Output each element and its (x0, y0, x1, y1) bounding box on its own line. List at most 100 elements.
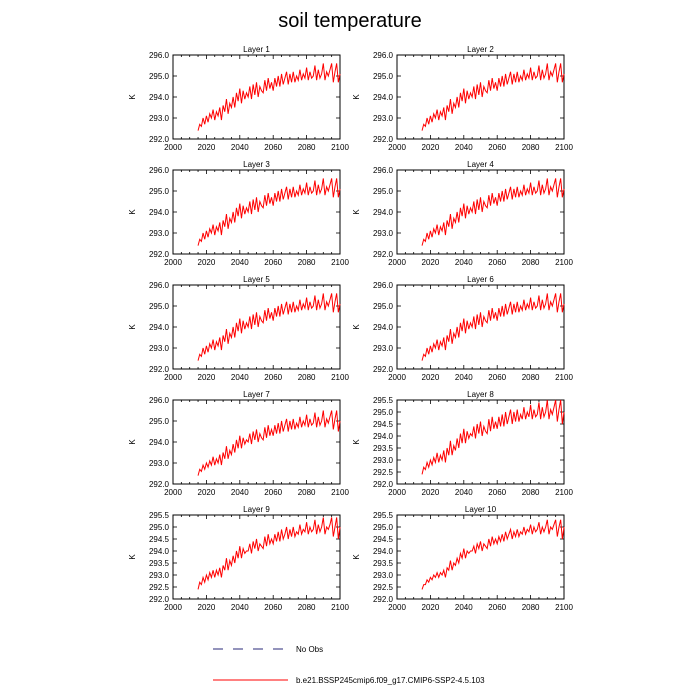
x-tick-label: 2100 (331, 143, 349, 152)
x-tick-label: 2060 (488, 603, 506, 612)
y-tick-label: 296.0 (149, 281, 170, 290)
y-tick-label: 296.0 (373, 51, 394, 60)
panels-grid: Layer 1 2000 2020 2040 2060 2080 2100 292.0 293.… (128, 45, 573, 612)
x-tick-label: 2020 (198, 373, 216, 382)
y-axis-label: K (352, 554, 361, 560)
x-tick-label: 2000 (164, 258, 182, 267)
x-tick-label: 2060 (264, 603, 282, 612)
x-tick-label: 2000 (388, 373, 406, 382)
x-tick-label: 2080 (522, 373, 540, 382)
x-tick-label: 2020 (198, 603, 216, 612)
panel-title: Layer 6 (467, 275, 494, 284)
y-tick-label: 293.5 (149, 559, 170, 568)
x-tick-label: 2040 (231, 603, 249, 612)
x-tick-label: 2100 (555, 603, 573, 612)
panel-title: Layer 8 (467, 390, 494, 399)
x-tick-label: 2060 (488, 488, 506, 497)
x-tick-label: 2020 (422, 258, 440, 267)
x-tick-label: 2080 (522, 603, 540, 612)
x-tick-label: 2100 (331, 488, 349, 497)
x-tick-label: 2000 (164, 373, 182, 382)
y-tick-label: 295.0 (373, 187, 394, 196)
y-tick-label: 294.0 (373, 432, 394, 441)
y-axis-label: K (128, 554, 137, 560)
y-tick-label: 293.5 (373, 559, 394, 568)
y-tick-label: 292.0 (373, 365, 394, 374)
x-tick-label: 2100 (331, 373, 349, 382)
y-tick-label: 296.0 (149, 166, 170, 175)
y-tick-label: 293.0 (373, 229, 394, 238)
y-tick-label: 293.5 (373, 444, 394, 453)
series-line-model (421, 399, 565, 475)
panel-title: Layer 9 (243, 505, 270, 514)
x-tick-label: 2020 (422, 488, 440, 497)
y-tick-label: 294.0 (149, 438, 170, 447)
y-tick-label: 295.0 (373, 523, 394, 532)
panel-title: Layer 7 (243, 390, 270, 399)
y-tick-label: 295.0 (149, 187, 170, 196)
x-tick-label: 2060 (264, 373, 282, 382)
x-tick-label: 2000 (388, 143, 406, 152)
y-tick-label: 294.0 (149, 547, 170, 556)
y-tick-label: 293.0 (373, 114, 394, 123)
x-tick-label: 2100 (555, 373, 573, 382)
y-tick-label: 294.0 (373, 93, 394, 102)
x-tick-label: 2060 (264, 143, 282, 152)
x-tick-label: 2040 (455, 373, 473, 382)
y-tick-label: 292.0 (373, 595, 394, 604)
x-tick-label: 2100 (331, 258, 349, 267)
y-tick-label: 294.0 (149, 93, 170, 102)
panel-title: Layer 3 (243, 160, 270, 169)
y-axis-label: K (128, 324, 137, 330)
panel-layer-2: Layer 2 2000 2020 2040 2060 2080 2100 292.0 293.… (352, 45, 573, 152)
x-tick-label: 2020 (422, 373, 440, 382)
y-tick-label: 292.0 (149, 595, 170, 604)
y-tick-label: 292.5 (149, 583, 170, 592)
x-tick-label: 2060 (264, 488, 282, 497)
y-tick-label: 292.0 (149, 480, 170, 489)
y-tick-label: 295.0 (373, 72, 394, 81)
y-tick-label: 292.0 (373, 250, 394, 259)
y-tick-label: 293.0 (149, 114, 170, 123)
y-tick-label: 295.5 (373, 511, 394, 520)
legend-no-obs-label: No Obs (296, 645, 323, 654)
y-tick-label: 294.5 (373, 420, 394, 429)
panel-layer-10: Layer 10 2000 2020 2040 2060 2080 2100 292.0 292… (352, 505, 573, 612)
x-tick-label: 2020 (198, 258, 216, 267)
series-line-model (421, 63, 565, 131)
x-tick-label: 2000 (388, 258, 406, 267)
y-axis-label: K (128, 94, 137, 100)
y-axis-label: K (352, 209, 361, 215)
y-tick-label: 295.0 (373, 408, 394, 417)
series-line-model (421, 519, 565, 590)
y-tick-label: 295.0 (373, 302, 394, 311)
y-tick-label: 292.0 (149, 365, 170, 374)
y-tick-label: 292.0 (373, 480, 394, 489)
x-tick-label: 2020 (422, 143, 440, 152)
panel-layer-7: Layer 7 2000 2020 2040 2060 2080 2100 292.0 293.… (128, 390, 349, 497)
panel-layer-6: Layer 6 2000 2020 2040 2060 2080 2100 292.0 293.… (352, 275, 573, 382)
y-tick-label: 295.0 (149, 417, 170, 426)
x-tick-label: 2040 (231, 488, 249, 497)
y-tick-label: 292.0 (149, 250, 170, 259)
panel-title: Layer 1 (243, 45, 270, 54)
y-axis-label: K (352, 439, 361, 445)
x-tick-label: 2000 (164, 603, 182, 612)
y-tick-label: 294.0 (373, 547, 394, 556)
series-line-model (421, 178, 565, 246)
x-tick-label: 2020 (422, 603, 440, 612)
y-tick-label: 293.0 (149, 344, 170, 353)
y-tick-label: 296.0 (373, 166, 394, 175)
x-tick-label: 2040 (455, 143, 473, 152)
legend-model-label: b.e21.BSSP245cmip6.f09_g17.CMIP6-SSP2-4.… (296, 676, 485, 685)
x-tick-label: 2000 (164, 488, 182, 497)
series-line-model (197, 293, 341, 361)
y-tick-label: 294.0 (149, 323, 170, 332)
legend: No Obs b.e21.BSSP245cmip6.f09_g17.CMIP6-… (213, 645, 485, 685)
y-tick-label: 295.5 (373, 396, 394, 405)
plot-frame (172, 514, 341, 600)
y-tick-label: 294.5 (149, 535, 170, 544)
y-axis-label: K (128, 209, 137, 215)
y-tick-label: 292.5 (373, 468, 394, 477)
y-tick-label: 295.5 (149, 511, 170, 520)
